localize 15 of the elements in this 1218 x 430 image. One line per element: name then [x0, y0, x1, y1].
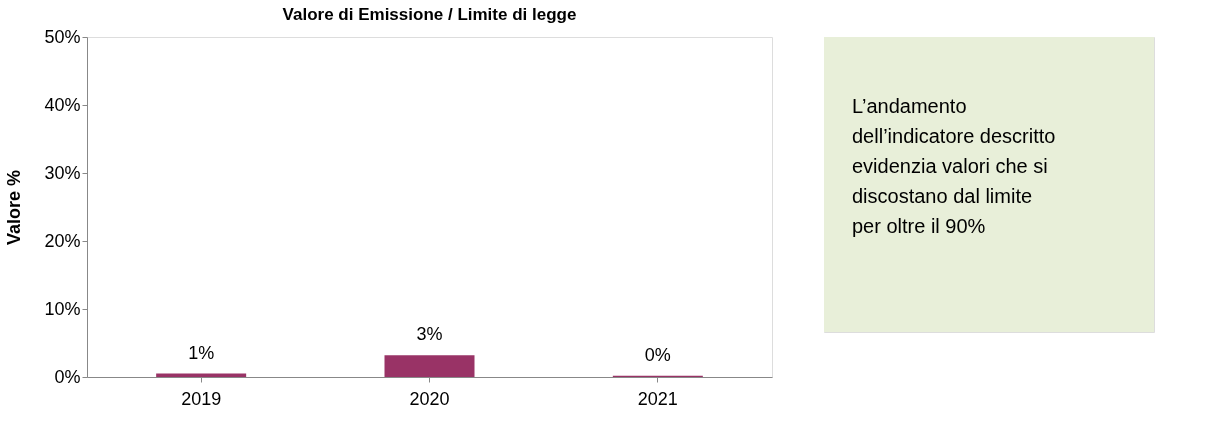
x-tick-label: 2019 [181, 388, 222, 409]
data-label: 3% [416, 324, 443, 345]
x-tick-label: 2021 [637, 388, 678, 409]
y-tick-label: 30% [44, 162, 81, 183]
y-tick-label: 10% [44, 298, 81, 319]
x-tick-label: 2020 [409, 388, 450, 409]
y-tick-label: 50% [44, 26, 81, 47]
y-tick-label: 40% [44, 94, 81, 115]
chart-title: Valore di Emissione / Limite di legge [282, 5, 577, 24]
y-axis-title: Valore % [4, 169, 25, 246]
y-tick-label: 0% [54, 366, 81, 387]
data-label: 1% [188, 342, 215, 363]
y-tick-label: 20% [44, 230, 81, 251]
data-label: 0% [644, 344, 671, 365]
text: L’andamento dell’indicatore descritto evidenzia valori che si discostano dal limite per oltre il 90% [852, 95, 1056, 237]
